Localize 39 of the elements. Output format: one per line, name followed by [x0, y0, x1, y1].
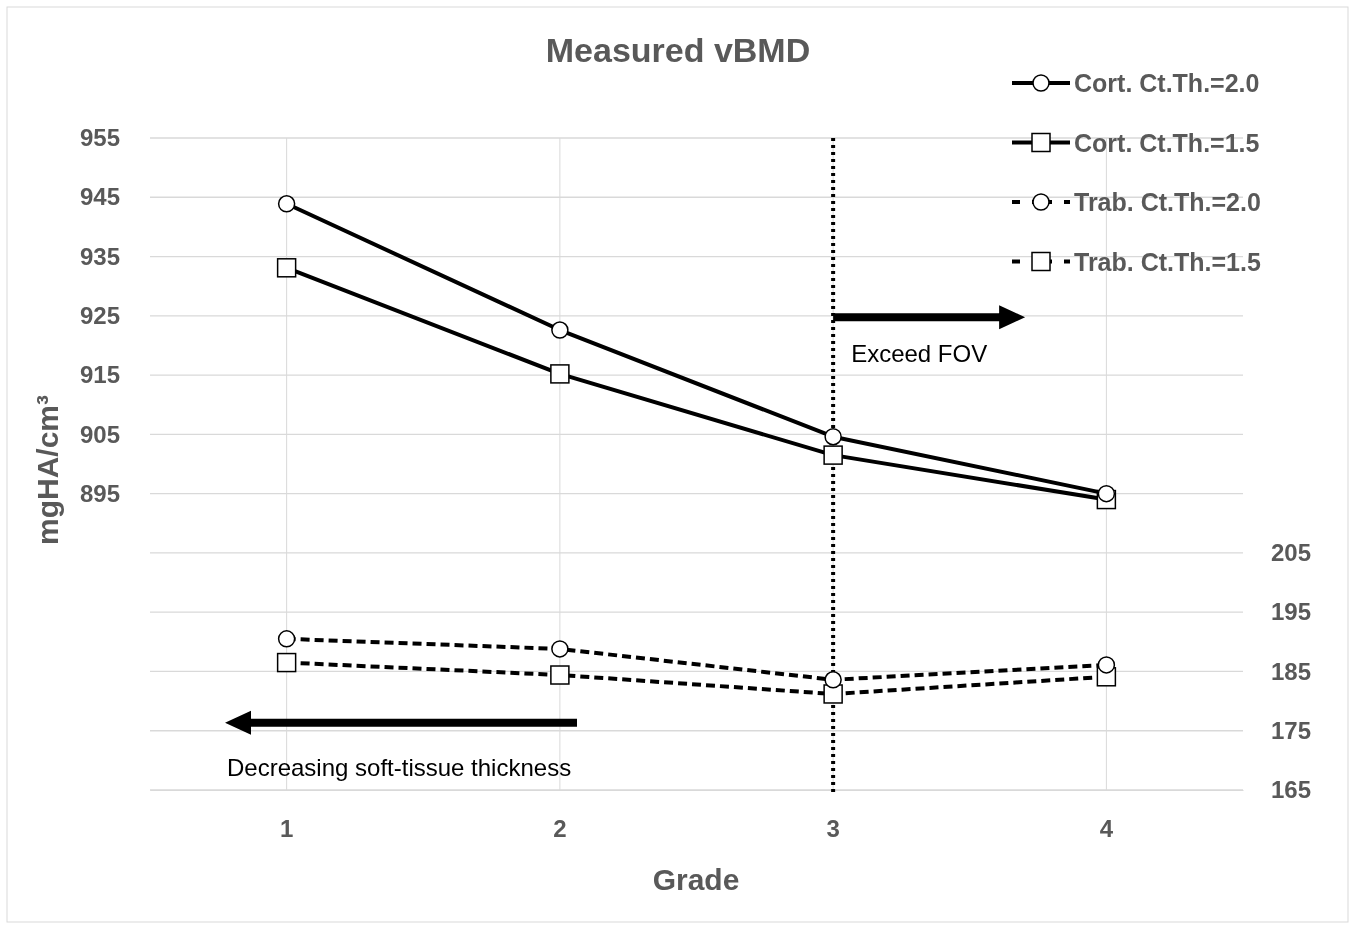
legend-label: Trab. Ct.Th.=1.5 [1074, 247, 1261, 276]
point [550, 665, 570, 685]
y2-tick-label: 185 [1271, 657, 1312, 685]
legend-label: Trab. Ct.Th.=2.0 [1074, 188, 1261, 216]
point [823, 684, 843, 704]
x-tick-label: 1 [279, 815, 294, 843]
y2-tick-label: 195 [1271, 598, 1312, 626]
point [551, 640, 569, 658]
point [823, 445, 843, 465]
chart-title: Measured vBMD [545, 31, 811, 69]
annotation: Decreasing soft-tissue thickness [227, 754, 572, 781]
y-tick-label: 895 [79, 479, 120, 507]
legend-label: Cort. Ct.Th.=2.0 [1074, 69, 1260, 97]
y-tick-label: 905 [79, 420, 120, 448]
point [277, 630, 296, 648]
point [550, 364, 570, 384]
x-tick-label: 4 [1099, 815, 1114, 843]
point [551, 321, 569, 339]
y2-tick-label: 175 [1271, 716, 1312, 744]
point [1097, 484, 1116, 503]
y-tick-label: 945 [79, 183, 120, 211]
point [1097, 656, 1116, 674]
y-tick-label: 915 [79, 361, 120, 389]
point [276, 652, 297, 673]
y-tick-label: 955 [79, 124, 120, 152]
annotation: Exceed FOV [851, 340, 988, 368]
point [824, 427, 842, 446]
point [824, 671, 842, 689]
y2-tick-label: 165 [1271, 776, 1312, 804]
point [276, 258, 297, 278]
x-tick-label: 2 [553, 815, 567, 843]
y-tick-label: 925 [79, 302, 120, 329]
x-tick-label: 3 [826, 815, 840, 843]
x-axis-title: Grade [652, 863, 740, 896]
legend-label: Cort. Ct.Th.=1.5 [1074, 128, 1260, 157]
y2-tick-label: 205 [1271, 539, 1312, 567]
y-tick-label: 935 [79, 242, 120, 270]
point [277, 195, 296, 213]
y-axis-title: mgHA/cm³ [31, 394, 64, 546]
